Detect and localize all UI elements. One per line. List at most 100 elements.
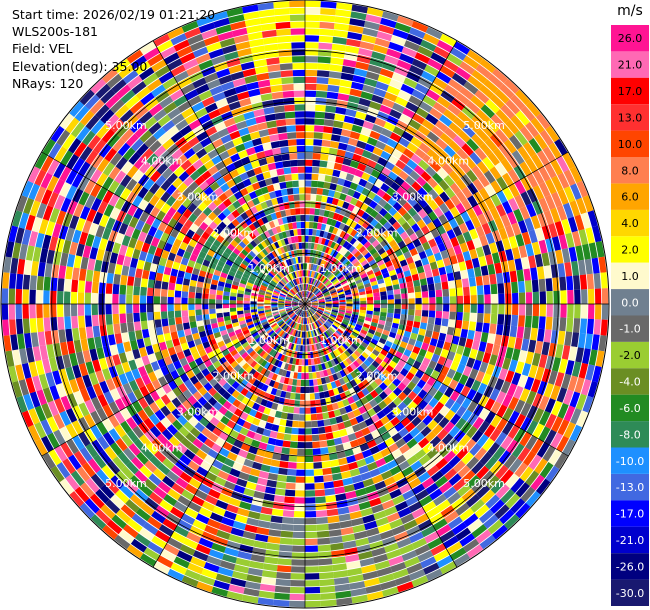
velocity-gate: [267, 237, 274, 245]
velocity-gate: [337, 254, 344, 261]
velocity-gate: [100, 88, 116, 104]
velocity-gate: [369, 153, 380, 163]
velocity-gate: [342, 258, 349, 265]
velocity-gate: [557, 403, 569, 419]
velocity-gate: [398, 460, 410, 471]
velocity-gate: [364, 417, 374, 427]
velocity-gate: [239, 263, 248, 270]
velocity-gate: [369, 372, 378, 381]
velocity-gate: [115, 363, 125, 376]
velocity-gate: [507, 383, 518, 397]
velocity-gate: [359, 291, 366, 296]
velocity-gate: [346, 338, 353, 346]
velocity-gate: [460, 269, 468, 280]
velocity-gate: [310, 271, 314, 278]
velocity-gate: [391, 165, 402, 176]
velocity-gate: [306, 310, 309, 317]
velocity-gate: [305, 90, 317, 97]
velocity-gate: [163, 356, 173, 366]
velocity-gate: [271, 350, 278, 358]
velocity-gate: [323, 210, 330, 218]
velocity-gate: [80, 206, 91, 220]
velocity-gate: [375, 457, 387, 468]
velocity-gate: [77, 292, 85, 304]
velocity-gate: [244, 309, 251, 314]
velocity-gate: [188, 291, 196, 299]
velocity-gate: [248, 223, 257, 232]
velocity-gate: [539, 304, 547, 317]
velocity-gate: [332, 387, 340, 396]
velocity-gate: [329, 265, 335, 272]
velocity-gate: [285, 259, 291, 267]
velocity-gate: [305, 386, 310, 394]
velocity-gate: [521, 231, 532, 245]
velocity-gate: [250, 301, 257, 304]
velocity-gate: [285, 306, 292, 310]
velocity-gate: [310, 263, 314, 271]
velocity-gate: [355, 357, 364, 365]
velocity-gate: [285, 304, 292, 307]
velocity-gate: [182, 316, 189, 324]
velocity-gate: [317, 251, 322, 258]
velocity-gate: [421, 316, 428, 324]
velocity-gate: [459, 434, 471, 447]
velocity-gate: [340, 164, 350, 173]
velocity-gate: [19, 348, 28, 365]
velocity-gate: [414, 340, 423, 349]
velocity-gate: [346, 253, 354, 260]
velocity-gate: [335, 318, 343, 323]
velocity-gate: [374, 117, 387, 128]
velocity-gate: [279, 376, 286, 384]
velocity-gate: [360, 304, 367, 308]
velocity-gate: [297, 372, 302, 380]
velocity-gate: [245, 234, 253, 243]
velocity-gate: [270, 357, 277, 365]
velocity-gate: [344, 289, 351, 294]
velocity-gate: [535, 478, 551, 495]
velocity-gate: [281, 323, 287, 330]
velocity-gate: [21, 229, 32, 246]
velocity-gate: [392, 284, 400, 290]
velocity-gate: [267, 363, 274, 371]
velocity-gate: [374, 560, 391, 571]
velocity-gate: [427, 58, 443, 71]
velocity-gate: [127, 391, 138, 404]
velocity-gate: [416, 379, 426, 389]
velocity-gate: [323, 261, 329, 269]
velocity-gate: [423, 404, 434, 415]
velocity-gate: [469, 443, 482, 456]
velocity-gate: [223, 373, 232, 382]
velocity-gate: [297, 344, 301, 352]
velocity-gate: [424, 531, 440, 544]
velocity-gate: [305, 83, 317, 91]
velocity-gate: [315, 503, 327, 511]
velocity-gate: [131, 368, 141, 380]
velocity-gate: [222, 382, 231, 391]
velocity-gate: [183, 148, 196, 159]
velocity-gate: [77, 304, 85, 316]
velocity-gate: [108, 166, 121, 180]
velocity-gate: [200, 264, 209, 272]
velocity-gate: [28, 361, 39, 378]
velocity-gate: [403, 251, 412, 259]
velocity-gate: [167, 488, 181, 501]
velocity-gate: [384, 506, 398, 517]
velocity-gate: [147, 53, 164, 67]
velocity-gate: [59, 182, 72, 198]
velocity-gate: [242, 530, 257, 540]
velocity-gate: [584, 258, 593, 275]
velocity-gate: [314, 489, 326, 497]
velocity-gate: [307, 284, 311, 291]
velocity-gate: [312, 229, 317, 236]
velocity-gate: [15, 288, 23, 304]
velocity-gate: [70, 121, 85, 138]
velocity-gate: [501, 261, 509, 273]
velocity-gate: [257, 274, 265, 280]
velocity-gate: [399, 53, 415, 65]
velocity-gate: [179, 52, 196, 64]
velocity-gate: [264, 377, 272, 386]
velocity-gate: [26, 347, 35, 363]
velocity-gate: [448, 425, 461, 438]
velocity-gate: [441, 162, 454, 175]
velocity-gate: [408, 309, 415, 316]
